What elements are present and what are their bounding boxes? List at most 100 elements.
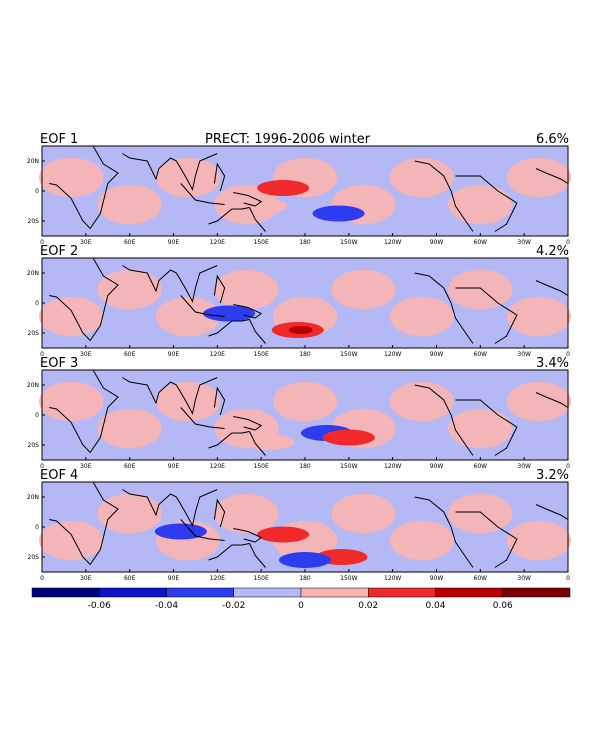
panel-3-label: EOF 3 (40, 356, 78, 371)
panel-2-coastline (49, 257, 119, 342)
panel-4-ytick-label: 0 (35, 524, 39, 531)
panel-4-xtick-label: 0 (566, 575, 570, 582)
panel-4-patch (39, 520, 104, 561)
colorbar-bin (233, 587, 302, 598)
panel-1-patch (448, 184, 513, 225)
panel-2-patch (97, 269, 162, 310)
panel-1-ytick-label: 0 (35, 188, 39, 195)
panel-1-xtick-label: 150W (340, 239, 357, 246)
panel-4-coastline (49, 481, 119, 566)
panel-3-feature-2 (322, 429, 375, 446)
panel-3-xtick-label: 60E (124, 463, 136, 470)
panel-4-xtick-label: 120W (384, 575, 401, 582)
panel-3-patch (97, 408, 162, 449)
panel-2-coastline (535, 280, 569, 296)
panel-3-xtick-label: 30E (80, 463, 92, 470)
panel-2-xtick-label: 150E (254, 351, 269, 358)
colorbar-tick-label: 0.02 (358, 601, 378, 611)
panel-2-patch (214, 269, 279, 310)
colorbar-tick-label: 0 (298, 601, 304, 611)
colorbar-bin (31, 587, 100, 598)
panel-1-patch (39, 157, 104, 198)
panel-1-feature-3 (235, 198, 288, 214)
panel-3-patch (389, 381, 455, 422)
panel-4-patch (448, 493, 513, 534)
panel-4-feature-1 (257, 526, 310, 543)
panel-2-patch (331, 269, 396, 310)
panel-2-xtick-label: 180 (299, 351, 311, 358)
panel-1-coastline (49, 145, 119, 230)
panel-2-coastline (208, 318, 266, 344)
panel-1-patch (155, 157, 221, 198)
panel-2-coastline (180, 295, 225, 317)
panel-1-patch (506, 157, 571, 198)
panel-3-xtick-label: 150W (340, 463, 357, 470)
panel-4-patch (389, 520, 455, 561)
panel-2-coastline (233, 304, 263, 319)
panel-1-xtick-label: 60W (474, 239, 488, 246)
panel-2-patch (448, 269, 513, 310)
panel-1-coastline (180, 183, 225, 205)
panel-1-feature-1 (257, 180, 310, 196)
panel-3-xtick-label: 0 (566, 463, 570, 470)
panel-3-coastline (233, 416, 263, 431)
colorbar-bin (368, 587, 436, 598)
panel-4-label: EOF 4 (40, 468, 78, 483)
colorbar-tick-label: -0.02 (222, 601, 245, 611)
panel-1-xtick-label: 90W (430, 239, 444, 246)
panel-3-ytick-label: 20N (27, 382, 39, 389)
panel-4-xtick-label: 150E (254, 575, 269, 582)
panel-4-feature-3 (279, 552, 331, 568)
colorbar-bin (300, 587, 369, 598)
panel-4-xtick-label: 150W (340, 575, 357, 582)
panel-2-feature-core-1 (288, 326, 313, 334)
panel-1-xtick-label: 180 (299, 239, 311, 246)
panel-2-ytick-label: 0 (35, 300, 39, 307)
panel-3-coastline (208, 430, 266, 456)
panel-4-ytick-label: 20S (28, 554, 40, 561)
panel-1-xtick-label: 30E (80, 239, 92, 246)
panel-4-xtick-label: 90W (430, 575, 444, 582)
colorbar-bin (435, 587, 503, 598)
panel-3-variance: 3.4% (536, 356, 569, 371)
chart-title: PRECT: 1996-2006 winter (205, 132, 371, 147)
panel-2-xtick-label: 0 (566, 351, 570, 358)
panel-2-xtick-label: 30W (517, 351, 531, 358)
panel-4-xtick-label: 0 (40, 575, 44, 582)
panel-1-feature-2 (312, 205, 365, 222)
panel-4-xtick-label: 30W (517, 575, 531, 582)
panel-3-coastline (535, 392, 569, 408)
panel-4-xtick-label: 90E (168, 575, 180, 582)
panel-3-xtick-label: 60W (474, 463, 488, 470)
panel-1-patch (97, 184, 162, 225)
panel-3-patch (448, 408, 513, 449)
panel-2-patch (506, 296, 571, 337)
panel-2-xtick-label: 150W (340, 351, 357, 358)
panel-1-xtick-label: 0 (566, 239, 570, 246)
panel-2-coastline (455, 287, 518, 344)
panel-3-xtick-label: 30W (517, 463, 531, 470)
panel-2-xtick-label: 60W (474, 351, 488, 358)
panel-4-patch (97, 493, 162, 534)
panel-2-feature-2 (203, 305, 256, 322)
colorbar-tick-label: 0.06 (493, 601, 513, 611)
colorbar-tick-label: -0.06 (88, 601, 112, 611)
panel-4-xtick-label: 120E (210, 575, 225, 582)
panel-3-ytick-label: 20S (28, 442, 40, 449)
panel-2-label: EOF 2 (40, 244, 78, 259)
panel-1-coastline (122, 153, 218, 191)
panel-3-xtick-label: 90W (430, 463, 444, 470)
colorbar-bin (502, 587, 571, 598)
panel-3-xtick-label: 180 (299, 463, 311, 470)
panel-4-coastline (455, 511, 518, 568)
panel-4-variance: 3.2% (536, 468, 569, 483)
panel-1-xtick-label: 150E (254, 239, 269, 246)
panel-3-xtick-label: 120E (210, 463, 225, 470)
panel-2-xtick-label: 90W (430, 351, 444, 358)
panel-3-coastline (49, 369, 119, 454)
panel-1-xtick-label: 120W (384, 239, 401, 246)
panel-3-coastline (122, 377, 218, 415)
panel-2-patch (155, 296, 221, 337)
panel-1-coastline (414, 160, 474, 232)
